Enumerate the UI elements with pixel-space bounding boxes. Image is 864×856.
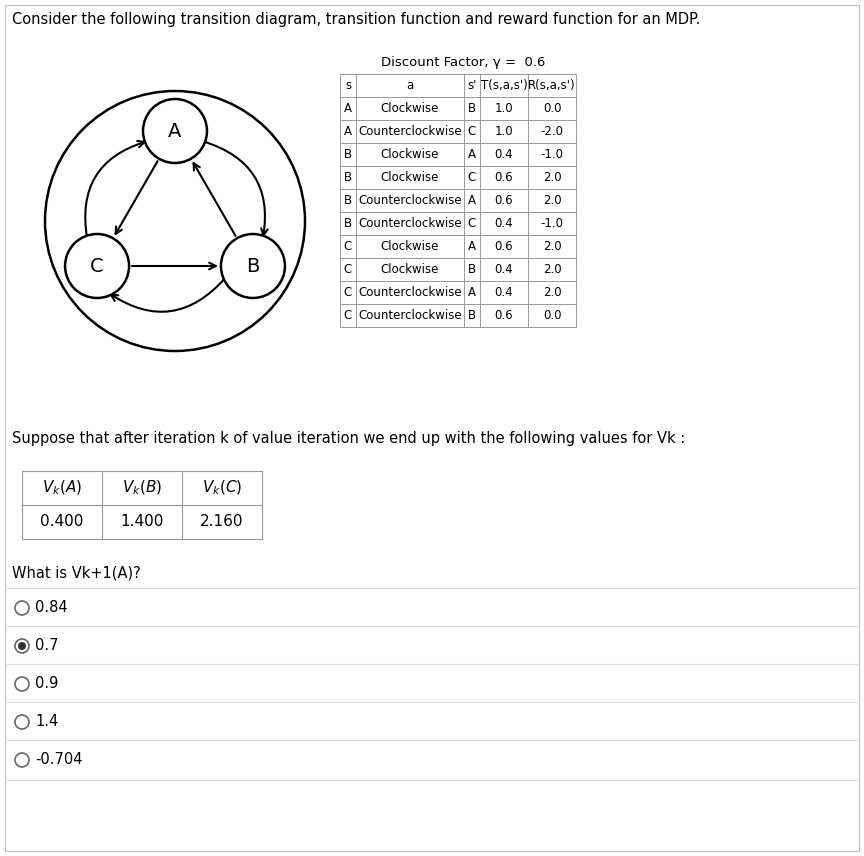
- Text: Counterclockwise: Counterclockwise: [359, 217, 462, 230]
- Circle shape: [15, 639, 29, 653]
- Text: Counterclockwise: Counterclockwise: [359, 194, 462, 207]
- Circle shape: [15, 753, 29, 767]
- Text: 2.0: 2.0: [543, 286, 562, 299]
- Circle shape: [15, 677, 29, 691]
- Text: $V_k(A)$: $V_k(A)$: [42, 479, 82, 497]
- Text: B: B: [468, 309, 476, 322]
- Text: B: B: [344, 217, 352, 230]
- Text: 0.6: 0.6: [495, 240, 513, 253]
- Text: B: B: [468, 102, 476, 115]
- Text: Discount Factor, γ =  0.6: Discount Factor, γ = 0.6: [381, 56, 545, 69]
- Text: 0.4: 0.4: [495, 148, 513, 161]
- Text: A: A: [344, 102, 352, 115]
- Text: 2.0: 2.0: [543, 171, 562, 184]
- Text: 0.6: 0.6: [495, 309, 513, 322]
- Text: Clockwise: Clockwise: [381, 263, 439, 276]
- Text: 0.4: 0.4: [495, 217, 513, 230]
- Text: 1.4: 1.4: [35, 715, 58, 729]
- Text: C: C: [90, 257, 104, 276]
- Text: Clockwise: Clockwise: [381, 102, 439, 115]
- Circle shape: [18, 642, 26, 650]
- Text: 1.0: 1.0: [495, 125, 513, 138]
- Text: 0.9: 0.9: [35, 676, 59, 692]
- Text: 2.0: 2.0: [543, 194, 562, 207]
- Text: B: B: [344, 171, 352, 184]
- Text: A: A: [468, 148, 476, 161]
- Text: -0.704: -0.704: [35, 752, 82, 768]
- Text: -1.0: -1.0: [541, 217, 563, 230]
- Text: A: A: [344, 125, 352, 138]
- Circle shape: [15, 601, 29, 615]
- Text: R(s,a,s'): R(s,a,s'): [528, 79, 575, 92]
- Text: C: C: [344, 263, 353, 276]
- Text: 0.7: 0.7: [35, 639, 59, 653]
- Text: Clockwise: Clockwise: [381, 240, 439, 253]
- Text: 0.400: 0.400: [41, 514, 84, 530]
- Text: B: B: [246, 257, 259, 276]
- Text: 2.160: 2.160: [200, 514, 244, 530]
- Text: T(s,a,s'): T(s,a,s'): [480, 79, 527, 92]
- Text: s: s: [345, 79, 351, 92]
- Text: Counterclockwise: Counterclockwise: [359, 309, 462, 322]
- Circle shape: [65, 234, 129, 298]
- Text: s': s': [467, 79, 477, 92]
- Text: C: C: [344, 309, 353, 322]
- Text: Clockwise: Clockwise: [381, 148, 439, 161]
- Text: $V_k(C)$: $V_k(C)$: [202, 479, 242, 497]
- Text: 0.0: 0.0: [543, 309, 562, 322]
- Text: 0.84: 0.84: [35, 601, 67, 615]
- Text: 1.400: 1.400: [120, 514, 163, 530]
- Text: 0.0: 0.0: [543, 102, 562, 115]
- Bar: [22, 471, 262, 539]
- Text: A: A: [168, 122, 181, 140]
- Text: 0.6: 0.6: [495, 171, 513, 184]
- Text: Suppose that after iteration k of value iteration we end up with the following v: Suppose that after iteration k of value …: [12, 431, 685, 446]
- Bar: [340, 74, 576, 327]
- Circle shape: [15, 715, 29, 729]
- Text: C: C: [468, 125, 476, 138]
- Text: C: C: [468, 171, 476, 184]
- Text: What is Vk+1(A)?: What is Vk+1(A)?: [12, 566, 141, 581]
- Text: 2.0: 2.0: [543, 240, 562, 253]
- Circle shape: [221, 234, 285, 298]
- Text: 0.6: 0.6: [495, 194, 513, 207]
- Text: 2.0: 2.0: [543, 263, 562, 276]
- Text: 1.0: 1.0: [495, 102, 513, 115]
- Text: Counterclockwise: Counterclockwise: [359, 286, 462, 299]
- Text: 0.4: 0.4: [495, 286, 513, 299]
- Text: A: A: [468, 286, 476, 299]
- Text: $V_k(B)$: $V_k(B)$: [122, 479, 162, 497]
- Circle shape: [143, 99, 207, 163]
- Text: Clockwise: Clockwise: [381, 171, 439, 184]
- Text: Counterclockwise: Counterclockwise: [359, 125, 462, 138]
- Text: C: C: [344, 240, 353, 253]
- Text: A: A: [468, 240, 476, 253]
- Text: -2.0: -2.0: [541, 125, 563, 138]
- Text: B: B: [344, 148, 352, 161]
- Text: a: a: [406, 79, 414, 92]
- Text: B: B: [468, 263, 476, 276]
- Text: B: B: [344, 194, 352, 207]
- Text: -1.0: -1.0: [541, 148, 563, 161]
- Text: Consider the following transition diagram, transition function and reward functi: Consider the following transition diagra…: [12, 12, 701, 27]
- Text: A: A: [468, 194, 476, 207]
- Text: C: C: [468, 217, 476, 230]
- Text: 0.4: 0.4: [495, 263, 513, 276]
- Text: C: C: [344, 286, 353, 299]
